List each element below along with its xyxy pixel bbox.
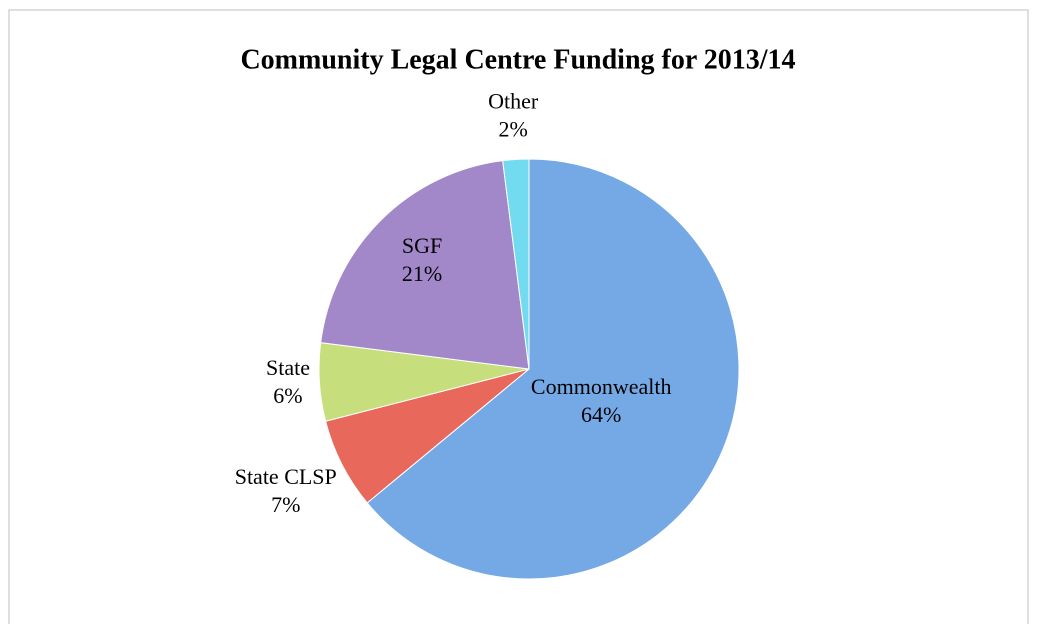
slice-value-label: 7% — [271, 492, 300, 517]
slice-label: State — [266, 355, 310, 380]
slice-label: Commonwealth — [531, 374, 672, 399]
pie-slice — [320, 160, 530, 370]
slice-label: Other — [488, 89, 539, 114]
slice-value-label: 6% — [273, 383, 302, 408]
slice-value-label: 21% — [402, 261, 442, 286]
slice-label: SGF — [402, 233, 442, 258]
slice-value-label: 64% — [581, 402, 621, 427]
slice-value-label: 2% — [499, 117, 528, 142]
slice-label: State CLSP — [235, 464, 337, 489]
chart-title: Community Legal Centre Funding for 2013/… — [240, 44, 795, 75]
pie-slice — [502, 158, 530, 370]
pie-slice — [366, 158, 740, 580]
